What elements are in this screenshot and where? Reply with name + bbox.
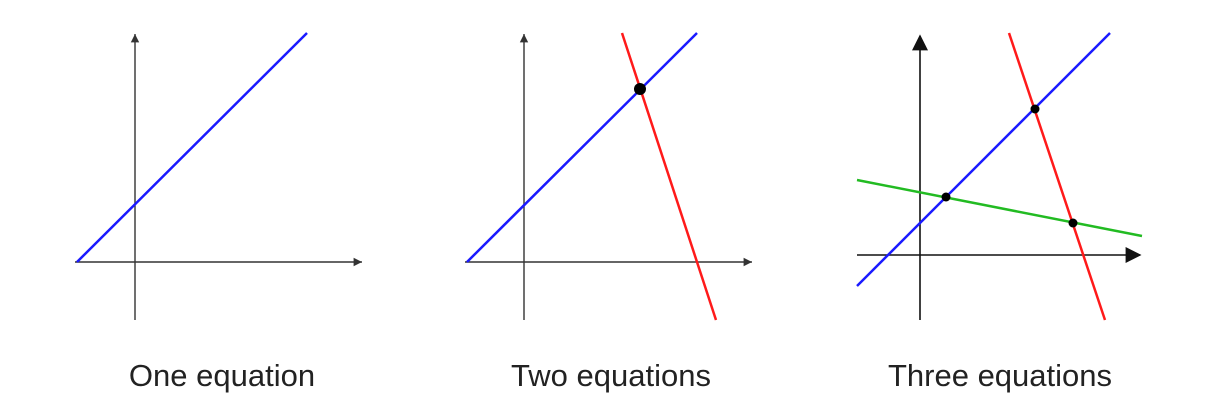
red-line (620, 32, 718, 321)
green-line (856, 178, 1143, 238)
blue-line (466, 32, 698, 263)
blue-line (856, 32, 1111, 287)
caption-one-equation: One equation (128, 358, 316, 393)
intersection-point (634, 83, 646, 95)
intersection-point-blue-green (941, 192, 951, 202)
caption-three-equations: Three equations (887, 358, 1113, 393)
intersection-point-red-green (1068, 218, 1078, 228)
panel-two-equations (465, 32, 752, 321)
red-line (1007, 32, 1107, 321)
intersection-point-blue-red (1030, 104, 1040, 114)
panel-one-equation (75, 32, 362, 320)
panel-three-equations (856, 32, 1143, 321)
blue-line (76, 32, 308, 263)
caption-two-equations: Two equations (511, 358, 711, 393)
